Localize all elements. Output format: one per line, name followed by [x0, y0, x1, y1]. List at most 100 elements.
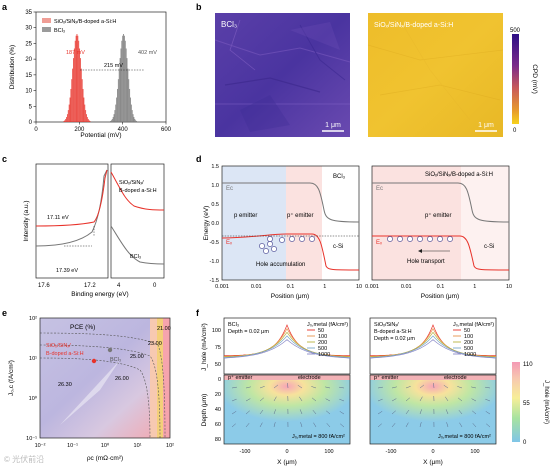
d-right-hole: [407, 236, 413, 242]
chart-d-ytick-label: 1.5: [211, 164, 219, 170]
chart-e-ytick-label: 10²: [29, 316, 37, 322]
chart-a-bar-0: [73, 58, 74, 122]
d-right-hole: [447, 236, 453, 242]
d-right-csi: c-Si: [484, 244, 494, 250]
f-curve-500: [223, 335, 351, 358]
f-field-arrow: [457, 386, 463, 389]
f-field-arrow: [391, 386, 397, 389]
f-right-top-frame: [369, 317, 497, 375]
chart-a-bar-1: [117, 79, 119, 122]
f-field-arrow: [259, 422, 263, 428]
f-field-arrow: [377, 411, 383, 415]
d-left-frame: [221, 165, 360, 281]
f-curve-200: [369, 331, 497, 358]
chart-a-ytick-label: 35: [25, 10, 32, 16]
chart-a-ytick-label: 0: [29, 120, 33, 126]
f-right-legend-1: SiOₓ/SiNₓ/: [374, 322, 399, 328]
chart-a-xtick-label: 600: [161, 127, 172, 133]
chart-c-xtick-4: 4: [117, 283, 121, 289]
f-left-legend-title: J₀,metal (fA/cm²): [307, 322, 348, 328]
f-left-j0: J₀,metal = 800 fA/cm²: [292, 434, 345, 440]
f-field-arrow: [377, 398, 383, 402]
chart-c-xtick-17.6: 17.6: [38, 283, 50, 289]
chart-d-ytick-label: 1.0: [211, 183, 219, 189]
chart-d-ytick-label: -0.5: [210, 240, 219, 246]
d-left-ev-label: Eᵥ: [226, 240, 232, 246]
f-field-arrow: [458, 409, 463, 415]
chart-d-xtick-label: 1: [473, 284, 476, 290]
chart-a-bar-0: [66, 114, 68, 122]
chart-d-ytick-label: 0.5: [211, 202, 219, 208]
f-right-arrows: [377, 382, 491, 428]
f-colorbar-min: 0: [523, 440, 527, 446]
kpfm-image-sinx-texture: [367, 19, 504, 121]
f-field-arrow: [259, 386, 265, 389]
chart-c-curve-red-right: [110, 171, 165, 211]
f-field-arrow: [459, 422, 463, 428]
f-field-arrow: [326, 410, 331, 415]
chart-f-depth-tick-label: 60: [215, 422, 221, 428]
cpd-colorbar-max: 500: [510, 28, 521, 34]
f-field-arrow: [391, 423, 396, 428]
f-left-top-frame: [223, 317, 351, 375]
chart-d-xtick-label: 0.01: [251, 284, 262, 290]
chart-a-bar-0: [75, 35, 77, 122]
chart-a-bar-1: [113, 114, 115, 122]
chart-c-frame-right: [110, 163, 165, 279]
d-left-csi: c-Si: [333, 244, 343, 250]
d-left-hole: [289, 236, 295, 242]
f-legend-label-1000: 1000: [318, 352, 330, 358]
chart-a-bar-0: [82, 88, 84, 122]
f-field-arrow: [443, 385, 449, 389]
chart-d-yticks: -1.5 -1.0 -0.5 0.0 0.5 1.0 1.5: [210, 164, 219, 284]
f-field-arrow: [471, 398, 477, 402]
panel-a: a 0 200 400 600 0 5 10 15 20 25 30 35 Distribution …: [2, 2, 172, 139]
chart-e-label-red-1: SiOₓ/SiNₓ/: [46, 343, 71, 349]
f-field-arrow: [245, 423, 250, 428]
panel-letter-e: e: [2, 308, 7, 318]
chart-a-bar-0: [81, 79, 83, 122]
panel-c: c 17.11 eV 17.39 eV SiOₓ/SiNₓ/ B-doped a…: [2, 154, 165, 298]
f-left-legend-2: Depth = 0.02 μm: [228, 329, 269, 335]
f-field-arrow: [486, 423, 491, 428]
chart-a-ytick-label: 15: [25, 73, 32, 79]
panel-d: d Eᴄ Eᵥ p emitter p⁺ emitter c-Si BCl₃ H…: [196, 154, 512, 300]
f-field-arrow: [245, 398, 251, 402]
f-curve-1000: [223, 339, 351, 359]
chart-a-bar-1: [110, 120, 112, 122]
chart-e-contour-2500: [39, 332, 166, 439]
chart-c-xtick-0: 0: [153, 283, 157, 289]
f-field-arrow: [472, 410, 477, 415]
f-legend-label-50: 50: [464, 328, 470, 334]
d-left-title: BCl₃: [333, 174, 346, 180]
chart-a-bar-0: [77, 35, 79, 122]
f-right-electrode: electrode: [444, 375, 467, 381]
chart-e-arrow: [60, 360, 120, 425]
chart-a-bar-0: [72, 68, 74, 122]
chart-f-ytick-label: 50: [215, 362, 221, 368]
chart-e-ytick-label: 10⁻¹: [26, 436, 37, 442]
chart-a-bar-0: [85, 110, 87, 122]
f-left-arrows: [231, 382, 345, 428]
chart-a-bar-0: [71, 79, 73, 122]
chart-a-bar-1: [124, 40, 126, 122]
chart-c-xtick-17.2: 17.2: [84, 283, 96, 289]
f-curve-500: [369, 335, 497, 358]
f-field-arrow: [231, 386, 237, 389]
d-right-holes: [387, 236, 453, 242]
kpfm-label-bcl3: BCl₃: [221, 20, 237, 29]
f-field-arrow: [485, 386, 491, 389]
chart-a-legend-gray: BCl₃: [54, 28, 65, 34]
f-colorbar-title: J_hole (mA/cm²): [543, 380, 549, 424]
chart-a-bar-0: [63, 121, 65, 122]
chart-d-ytick-label: 0.0: [211, 221, 219, 227]
chart-a-bar-0: [86, 114, 87, 122]
chart-c-ylabel: Intensity (a.u.): [23, 200, 30, 241]
chart-e-title: PCE (%): [70, 324, 95, 331]
chart-c-frame-left: [35, 163, 109, 279]
kpfm-image-bcl3: [215, 13, 350, 137]
chart-a-xtick-label: 200: [74, 127, 85, 133]
d-left-hole: [271, 246, 277, 252]
chart-a-ytick-label: 5: [29, 104, 33, 110]
